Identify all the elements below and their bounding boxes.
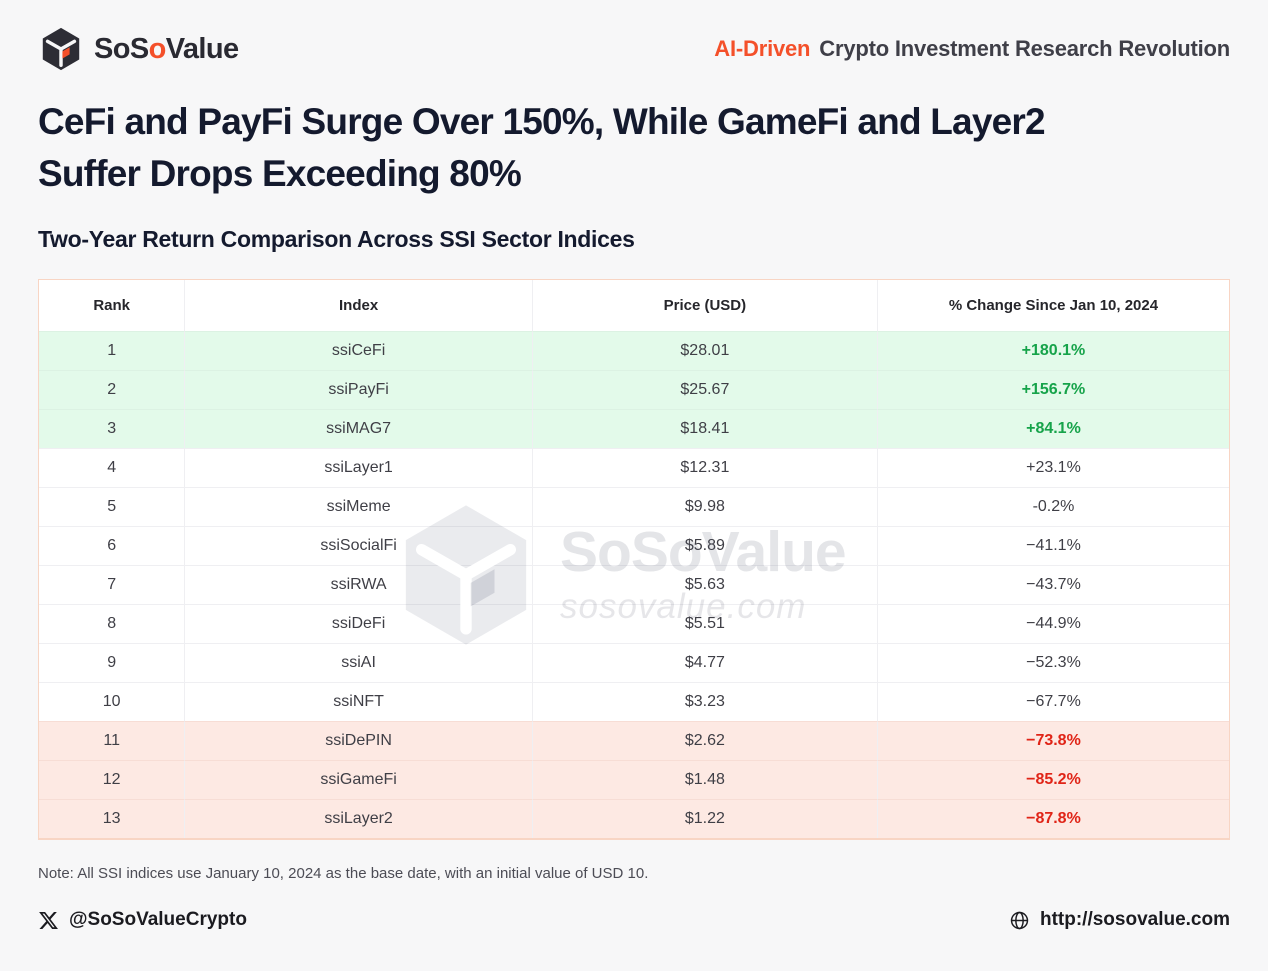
table-row: 8 ssiDeFi $5.51 −44.9% [39,604,1229,643]
brand-name: SoSoValue [94,32,239,65]
tagline: AI-Driven Crypto Investment Research Rev… [714,36,1230,62]
cell-price: $3.23 [532,682,878,721]
cell-index: ssiMeme [185,487,533,526]
tagline-highlight: AI-Driven [714,36,811,61]
twitter-handle-link[interactable]: @SoSoValueCrypto [38,909,247,931]
table-body: 1 ssiCeFi $28.01 +180.1% 2 ssiPayFi $25.… [39,331,1229,838]
cell-price: $9.98 [532,487,878,526]
cell-rank: 10 [39,682,186,721]
globe-icon [1010,911,1029,929]
table-row: 3 ssiMAG7 $18.41 +84.1% [39,409,1229,448]
cell-rank: 7 [39,565,186,604]
cell-rank: 4 [39,448,186,487]
cell-index: ssiAI [185,643,533,682]
cell-rank: 13 [39,799,186,838]
returns-table: Rank Index Price (USD) % Change Since Ja… [38,279,1230,840]
cell-rank: 8 [39,604,186,643]
cell-index: ssiSocialFi [185,526,533,565]
cell-price: $5.89 [532,526,878,565]
table-row: 10 ssiNFT $3.23 −67.7% [39,682,1229,721]
cell-index: ssiGameFi [185,760,533,799]
cell-change: −85.2% [877,760,1229,799]
cell-index: ssiPayFi [185,370,533,409]
cell-index: ssiLayer1 [185,448,533,487]
page-title: CeFi and PayFi Surge Over 150%, While Ga… [38,96,1230,200]
website-link[interactable]: http://sosovalue.com [1009,909,1230,931]
cell-change: −43.7% [877,565,1229,604]
brand: SoSoValue [38,26,239,72]
twitter-handle-text: @SoSoValueCrypto [69,909,247,930]
column-header-index: Index [185,280,533,331]
table-row: 13 ssiLayer2 $1.22 −87.8% [39,799,1229,838]
cell-rank: 11 [39,721,186,760]
table-row: 1 ssiCeFi $28.01 +180.1% [39,331,1229,370]
cell-price: $12.31 [532,448,878,487]
cell-rank: 6 [39,526,186,565]
website-url-text: http://sosovalue.com [1039,909,1230,930]
cell-price: $18.41 [532,409,878,448]
x-twitter-icon [39,911,58,929]
cell-price: $5.51 [532,604,878,643]
cell-price: $1.22 [532,799,878,838]
cell-change: −87.8% [877,799,1229,838]
cell-change: +84.1% [877,409,1229,448]
cell-rank: 5 [39,487,186,526]
brand-orange-dot: o [148,32,167,65]
table-header-row: Rank Index Price (USD) % Change Since Ja… [39,280,1229,331]
tagline-rest: Crypto Investment Research Revolution [819,36,1230,61]
table-row: 7 ssiRWA $5.63 −43.7% [39,565,1229,604]
cell-change: +180.1% [877,331,1229,370]
cell-price: $5.63 [532,565,878,604]
cell-rank: 12 [39,760,186,799]
page-title-line2: Suffer Drops Exceeding 80% [38,153,522,194]
cell-index: ssiDeFi [185,604,533,643]
table-row: 2 ssiPayFi $25.67 +156.7% [39,370,1229,409]
cell-price: $2.62 [532,721,878,760]
page-subtitle: Two-Year Return Comparison Across SSI Se… [38,226,635,252]
cell-change: +156.7% [877,370,1229,409]
cell-price: $4.77 [532,643,878,682]
cell-index: ssiNFT [185,682,533,721]
cell-index: ssiDePIN [185,721,533,760]
table-row: 4 ssiLayer1 $12.31 +23.1% [39,448,1229,487]
table-row: 11 ssiDePIN $2.62 −73.8% [39,721,1229,760]
cell-index: ssiCeFi [185,331,533,370]
cell-price: $1.48 [532,760,878,799]
cell-index: ssiLayer2 [185,799,533,838]
cell-price: $25.67 [532,370,878,409]
cell-price: $28.01 [532,331,878,370]
sosovalue-cube-logo-icon [42,27,80,71]
cell-change: +23.1% [877,448,1229,487]
top-bar: SoSoValue AI-Driven Crypto Investment Re… [38,24,1230,74]
cell-change: −73.8% [877,721,1229,760]
footnote: Note: All SSI indices use January 10, 20… [38,865,649,882]
cell-change: −52.3% [877,643,1229,682]
infographic-page: SoSoValue AI-Driven Crypto Investment Re… [38,24,1230,931]
cell-rank: 9 [39,643,186,682]
cell-rank: 3 [39,409,186,448]
column-header-change: % Change Since Jan 10, 2024 [948,297,1159,314]
cell-rank: 2 [39,370,186,409]
table-row: 12 ssiGameFi $1.48 −85.2% [39,760,1229,799]
cell-change: −44.9% [877,604,1229,643]
cell-change: -0.2% [877,487,1229,526]
footer: @SoSoValueCrypto http://sosovalue.com [38,909,1230,931]
cell-rank: 1 [39,331,186,370]
table-row: 6 ssiSocialFi $5.89 −41.1% [39,526,1229,565]
page-title-line1: CeFi and PayFi Surge Over 150%, While Ga… [38,101,1046,142]
column-header-price: Price (USD) [533,280,878,331]
returns-table-wrap: Rank Index Price (USD) % Change Since Ja… [38,279,1230,840]
cell-change: −67.7% [877,682,1229,721]
cell-index: ssiRWA [185,565,533,604]
cell-change: −41.1% [877,526,1229,565]
cell-index: ssiMAG7 [185,409,533,448]
table-row: 9 ssiAI $4.77 −52.3% [39,643,1229,682]
column-header-rank: Rank [39,280,186,331]
table-row: 5 ssiMeme $9.98 -0.2% [39,487,1229,526]
